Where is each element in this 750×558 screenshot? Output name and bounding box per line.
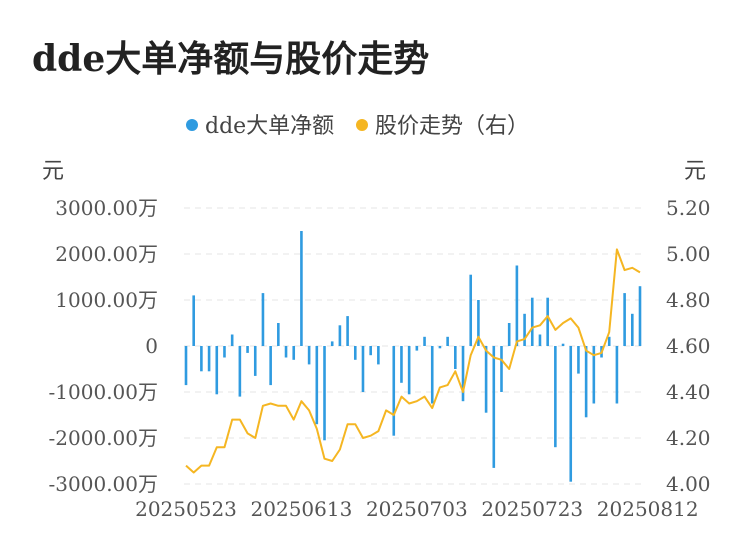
bar[interactable] [369, 346, 372, 356]
bar[interactable] [461, 346, 465, 402]
x-tick-label: 20250613 [251, 497, 353, 521]
x-tick-label: 20250703 [366, 497, 468, 521]
bar[interactable] [607, 336, 611, 346]
bar[interactable] [615, 346, 619, 404]
legend-item-price[interactable]: 股价走势（右） [356, 114, 529, 139]
bar[interactable] [215, 346, 219, 395]
price-line[interactable] [185, 248, 641, 474]
page-title: dde大单净额与股价走势 [32, 38, 430, 80]
bar[interactable] [246, 346, 249, 353]
bar[interactable] [353, 346, 357, 360]
bar[interactable] [238, 346, 242, 397]
left-tick-label: 3000.00万 [55, 196, 158, 220]
bar[interactable] [438, 346, 442, 349]
bar[interactable] [546, 297, 549, 346]
legend-item-dde[interactable]: dde大单净额 [186, 114, 334, 139]
right-axis-unit: 元 [684, 159, 706, 184]
bar[interactable] [415, 346, 419, 351]
bar[interactable] [346, 316, 349, 346]
left-axis-unit: 元 [42, 159, 64, 184]
bar[interactable] [230, 334, 234, 347]
left-tick-label: -1000.00万 [49, 380, 158, 404]
bar[interactable] [469, 274, 473, 346]
bar[interactable] [361, 346, 365, 392]
bar[interactable] [292, 346, 296, 360]
right-tick-label: 4.40 [666, 380, 711, 404]
left-tick-label: -2000.00万 [49, 426, 158, 450]
bar[interactable] [284, 346, 288, 358]
bar[interactable] [430, 346, 434, 404]
left-tick-label: 2000.00万 [55, 242, 158, 266]
bar[interactable] [569, 346, 573, 482]
bar[interactable] [192, 295, 195, 346]
right-tick-label: 4.00 [666, 472, 711, 496]
right-tick-label: 4.20 [666, 426, 711, 450]
right-tick-label: 4.60 [666, 334, 711, 358]
bar[interactable] [477, 300, 480, 346]
bar[interactable] [523, 313, 526, 346]
line-series [185, 248, 641, 474]
bar[interactable] [492, 346, 496, 468]
right-axis: 5.20 5.00 4.80 4.60 4.40 4.20 4.00 [666, 196, 711, 496]
grid-lines [184, 207, 642, 485]
bar-series [184, 231, 642, 482]
bar[interactable] [315, 346, 319, 425]
legend-label-dde: dde大单净额 [205, 114, 334, 139]
bar[interactable] [392, 346, 396, 436]
bar[interactable] [577, 346, 580, 374]
x-axis: 20250523 20250613 20250703 20250723 20250812 [135, 497, 698, 521]
bar[interactable] [515, 265, 519, 347]
bar[interactable] [269, 346, 272, 386]
legend: dde大单净额 股价走势（右） [186, 114, 529, 139]
bar[interactable] [638, 286, 642, 346]
legend-label-price: 股价走势（右） [375, 114, 529, 139]
bar[interactable] [623, 293, 626, 346]
bar[interactable] [261, 293, 265, 346]
bar[interactable] [200, 346, 203, 372]
legend-marker-price [356, 119, 368, 131]
bar[interactable] [423, 336, 426, 346]
bar[interactable] [253, 346, 257, 376]
bar[interactable] [338, 325, 342, 346]
bar[interactable] [184, 346, 188, 386]
x-tick-label: 20250812 [597, 497, 699, 521]
bar[interactable] [300, 231, 303, 346]
bar[interactable] [323, 346, 326, 441]
bar[interactable] [554, 346, 557, 448]
left-tick-label: -3000.00万 [49, 472, 158, 496]
bar[interactable] [400, 346, 403, 383]
right-tick-label: 4.80 [666, 288, 711, 312]
bar[interactable] [307, 346, 311, 365]
bar[interactable] [592, 346, 596, 404]
bar[interactable] [530, 297, 534, 346]
legend-marker-dde [186, 119, 198, 131]
right-tick-label: 5.20 [666, 196, 711, 220]
bar[interactable] [277, 323, 280, 346]
bar[interactable] [500, 346, 503, 392]
bar[interactable] [538, 334, 542, 347]
x-tick-label: 20250523 [135, 497, 237, 521]
x-tick-label: 20250723 [481, 497, 583, 521]
bar[interactable] [631, 313, 634, 346]
bar[interactable] [454, 346, 457, 369]
left-tick-label: 1000.00万 [55, 288, 158, 312]
bar[interactable] [484, 346, 488, 413]
bar[interactable] [207, 346, 211, 372]
bar[interactable] [584, 346, 588, 418]
left-axis: 3000.00万 2000.00万 1000.00万 0 -1000.00万 -2000.… [49, 196, 158, 496]
bar[interactable] [561, 343, 565, 346]
bar[interactable] [377, 346, 380, 365]
bar[interactable] [330, 341, 334, 346]
bar[interactable] [507, 323, 511, 346]
left-tick-label: 0 [145, 334, 158, 358]
bar[interactable] [407, 346, 411, 395]
bar[interactable] [446, 336, 449, 346]
right-tick-label: 5.00 [666, 242, 711, 266]
bar[interactable] [223, 346, 226, 358]
